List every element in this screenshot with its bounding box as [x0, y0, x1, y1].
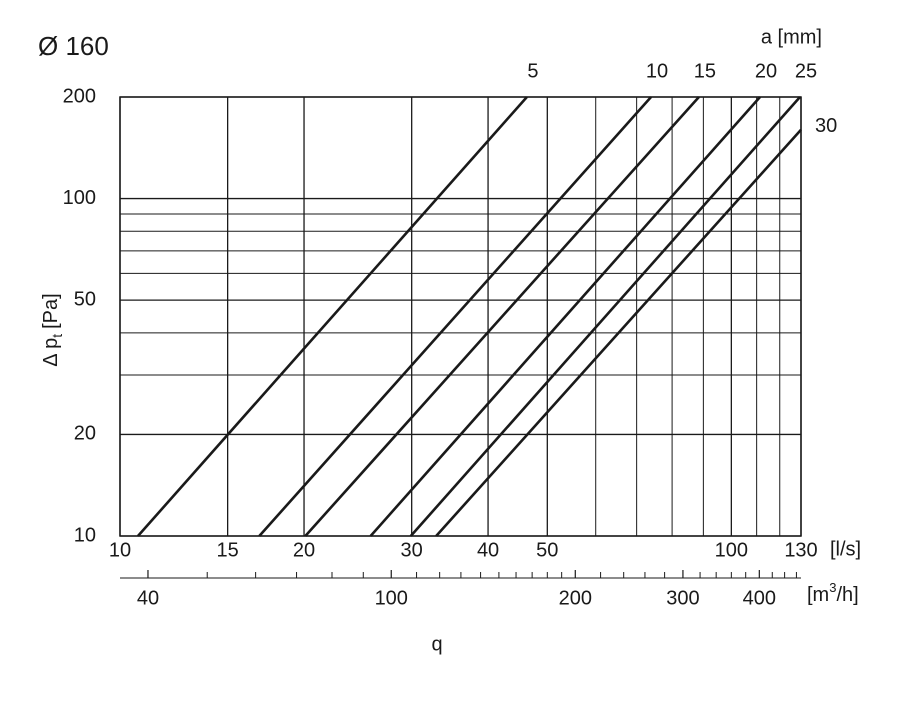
- x-tick-label: 20: [293, 539, 315, 561]
- series-label: 5: [527, 60, 538, 82]
- y-tick-label: 100: [63, 187, 96, 209]
- y-label-sub: t: [49, 334, 65, 338]
- chart-title: Ø 160: [38, 31, 109, 61]
- x2-tick-label: 400: [743, 587, 776, 609]
- x-axis-title: q: [431, 633, 442, 655]
- x-tick-label: 100: [715, 539, 748, 561]
- y-axis-title: Δ pt [Pa]: [40, 293, 64, 366]
- series-label: 25: [795, 60, 817, 82]
- series-line: [258, 96, 653, 537]
- y-tick-label: 200: [63, 85, 96, 107]
- x-tick-label: 50: [536, 539, 558, 561]
- x2-unit-sup: 3: [829, 580, 836, 595]
- series-line: [369, 96, 761, 537]
- x-tick-label: 10: [109, 539, 131, 561]
- x2-unit-part: [m: [807, 584, 829, 606]
- x2-tick-label: 40: [137, 587, 159, 609]
- x2-tick-label: 300: [666, 587, 699, 609]
- y-label-part: [Pa]: [40, 293, 62, 329]
- x2-unit-part: /h]: [836, 584, 858, 606]
- series-label: 30: [815, 115, 837, 137]
- y-label-part: Δ p: [40, 338, 62, 367]
- x-tick-label: 40: [477, 539, 499, 561]
- x2-tick-label: 100: [375, 587, 408, 609]
- x2-tick-label: 200: [559, 587, 592, 609]
- series-line: [435, 128, 802, 537]
- series-label: 20: [755, 60, 777, 82]
- x-tick-label: 130: [784, 539, 817, 561]
- y-tick-label: 50: [74, 288, 96, 310]
- series-line: [304, 96, 700, 537]
- series-label: 15: [694, 60, 716, 82]
- x-tick-label: 30: [401, 539, 423, 561]
- plot-border: [119, 96, 802, 537]
- y-tick-label: 20: [74, 423, 96, 445]
- series-line: [136, 96, 528, 537]
- series-label: 10: [646, 60, 668, 82]
- x2-unit: [m3/h]: [807, 580, 859, 606]
- x-tick-label: 15: [217, 539, 239, 561]
- y-tick-label: 10: [74, 524, 96, 546]
- x-unit: [l/s]: [830, 538, 861, 560]
- series-line: [409, 96, 801, 537]
- legend-title: a [mm]: [761, 26, 822, 48]
